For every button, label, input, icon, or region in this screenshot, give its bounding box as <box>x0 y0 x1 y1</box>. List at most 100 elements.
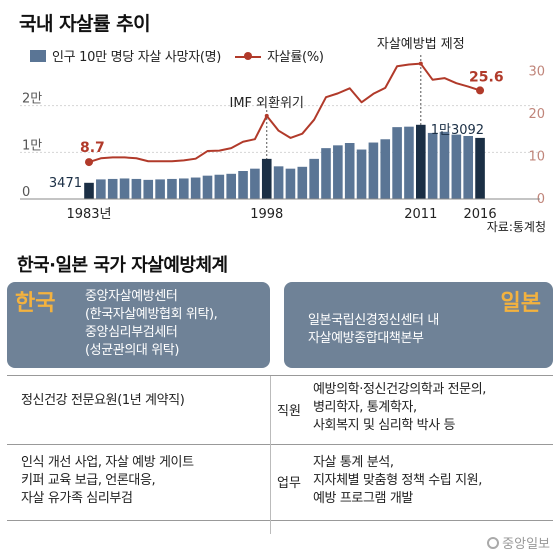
y-right-tick-label: 0 <box>537 192 545 207</box>
bar <box>285 168 296 199</box>
bar <box>309 158 319 199</box>
bar <box>321 148 331 199</box>
bar <box>333 145 343 199</box>
legend-line-swatch <box>235 50 262 62</box>
section-title: 한국·일본 국가 자살예방체계 <box>17 255 228 276</box>
bar <box>226 173 236 199</box>
line-first-label: 8.7 <box>80 140 105 156</box>
bar <box>190 177 201 199</box>
bar <box>155 179 165 199</box>
column-divider <box>270 376 271 534</box>
bar <box>96 179 106 199</box>
japan-agency-lines: 일본국립신경정신센터 내 자살예방종합대책본부 <box>308 312 439 348</box>
divider-middle <box>7 444 553 445</box>
bar <box>404 126 414 199</box>
japan-label: 일본 <box>500 291 541 316</box>
korea-staff-line: 정신건강 전문요원(1년 계약직) <box>21 393 185 408</box>
legend-bar-label: 인구 10만 명당 자살 사망자(명) <box>52 50 222 65</box>
bar <box>84 182 94 199</box>
x-tick-label: 2016 <box>464 207 497 222</box>
bar <box>273 166 284 199</box>
bar <box>179 178 189 199</box>
korea-agency-box: 한국 중앙자살예방센터 (한국자살예방협회 위탁), 중앙심리부검세터 (성균관… <box>7 282 270 368</box>
korea-agency-line: (한국자살예방협회 위탁), <box>85 307 218 322</box>
rate-point <box>418 61 423 66</box>
japan-work-line: 예방 프로그램 개발 <box>313 491 413 506</box>
bar <box>463 136 473 199</box>
logo-ring-icon <box>487 536 500 549</box>
korea-work: 인식 개선 사업, 자살 예방 게이트 키퍼 교육 보급, 언론대응, 자살 유… <box>21 454 194 508</box>
bar <box>356 149 367 199</box>
suicide-rate-chart: 0 1만 2만 0 10 20 30 8.7 25.6 3471 1만3092 IMF 외환위기 자살예… <box>20 37 545 222</box>
japan-staff-line: 예방의학·정신건강의학과 전문의, <box>313 382 487 397</box>
korea-agency-line: 중앙자살예방센터 <box>85 289 178 304</box>
bar <box>131 178 142 199</box>
source-note: 자료:통계청 <box>486 220 546 234</box>
rate-point <box>85 158 93 167</box>
chart-title: 국내 자살률 추이 <box>19 13 151 35</box>
y-right-tick-label: 10 <box>528 150 545 165</box>
bar <box>107 178 118 199</box>
japan-work: 자살 통계 분석, 지자체별 맞춤형 정책 수립 지원, 예방 프로그램 개발 <box>313 454 482 508</box>
bar <box>214 174 225 199</box>
japan-agency-line: 일본국립신경정신센터 내 <box>308 313 439 328</box>
korea-label: 한국 <box>15 291 56 316</box>
y-right-tick-label: 20 <box>528 107 545 122</box>
publisher-logo: 중앙일보 <box>487 533 550 552</box>
x-tick-label: 2011 <box>404 207 437 222</box>
divider-top <box>7 375 553 376</box>
legend-bar-swatch <box>30 49 46 62</box>
bar <box>368 142 379 199</box>
korea-work-line: 자살 유가족 심리부검 <box>21 491 133 506</box>
bar <box>297 166 308 199</box>
bar <box>250 168 260 199</box>
japan-work-line: 자살 통계 분석, <box>313 455 394 470</box>
divider-bottom <box>7 520 553 521</box>
korea-work-line: 인식 개선 사업, 자살 예방 게이트 <box>21 455 194 470</box>
rate-point <box>264 113 269 118</box>
line-last-label: 25.6 <box>469 69 504 85</box>
x-tick-label: 1998 <box>250 207 283 222</box>
row-label-staff: 직원 <box>277 404 301 419</box>
bar <box>439 131 450 199</box>
japan-agency-box: 일본 일본국립신경정신센터 내 자살예방종합대책본부 <box>284 282 553 368</box>
japan-staff-line: 병리학자, 통계학자, <box>313 400 417 415</box>
bar <box>451 134 462 199</box>
bar-last-label: 1만3092 <box>431 123 484 138</box>
y-left-tick-label: 0 <box>22 185 30 200</box>
rate-point <box>476 86 485 95</box>
japan-work-line: 지자체별 맞춤형 정책 수립 지원, <box>313 473 482 488</box>
japan-agency-line: 자살예방종합대책본부 <box>308 331 424 346</box>
korea-agency-line: (성균관의대 위탁) <box>85 343 179 358</box>
rate-line <box>88 62 481 164</box>
korea-agency-line: 중앙심리부검세터 <box>85 325 178 340</box>
annotation-label: 자살예방법 제정 <box>377 37 465 52</box>
korea-agency-lines: 중앙자살예방센터 (한국자살예방협회 위탁), 중앙심리부검세터 (성균관의대 … <box>85 288 218 360</box>
y-right-tick-label: 30 <box>528 65 545 80</box>
japan-staff-line: 사회복지 및 심리학 박사 등 <box>313 418 456 433</box>
bar-first-label: 3471 <box>49 176 82 191</box>
bar <box>167 178 177 199</box>
korea-work-line: 키퍼 교육 보급, 언론대응, <box>21 473 156 488</box>
logo-text: 중앙일보 <box>502 537 550 552</box>
bar <box>344 143 355 199</box>
bar <box>202 175 213 199</box>
legend: 인구 10만 명당 자살 사망자(명) 자살률(%) <box>30 46 324 65</box>
x-tick-label: 1983년 <box>66 207 111 222</box>
bar <box>238 171 248 199</box>
bar <box>380 139 391 199</box>
bar <box>427 132 438 199</box>
annotation-label: IMF 외환위기 <box>229 96 304 111</box>
bar <box>392 127 402 199</box>
japan-staff: 예방의학·정신건강의학과 전문의, 병리학자, 통계학자, 사회복지 및 심리학… <box>313 381 486 435</box>
bar <box>261 158 272 199</box>
bar <box>143 179 154 199</box>
legend-line-label: 자살률(%) <box>267 50 324 65</box>
bar <box>416 124 426 199</box>
bar <box>475 137 485 199</box>
y-left-tick-label: 1만 <box>22 138 42 153</box>
y-left-tick-label: 2만 <box>22 92 42 107</box>
row-label-work: 업무 <box>277 476 301 491</box>
korea-staff: 정신건강 전문요원(1년 계약직) <box>21 392 185 410</box>
